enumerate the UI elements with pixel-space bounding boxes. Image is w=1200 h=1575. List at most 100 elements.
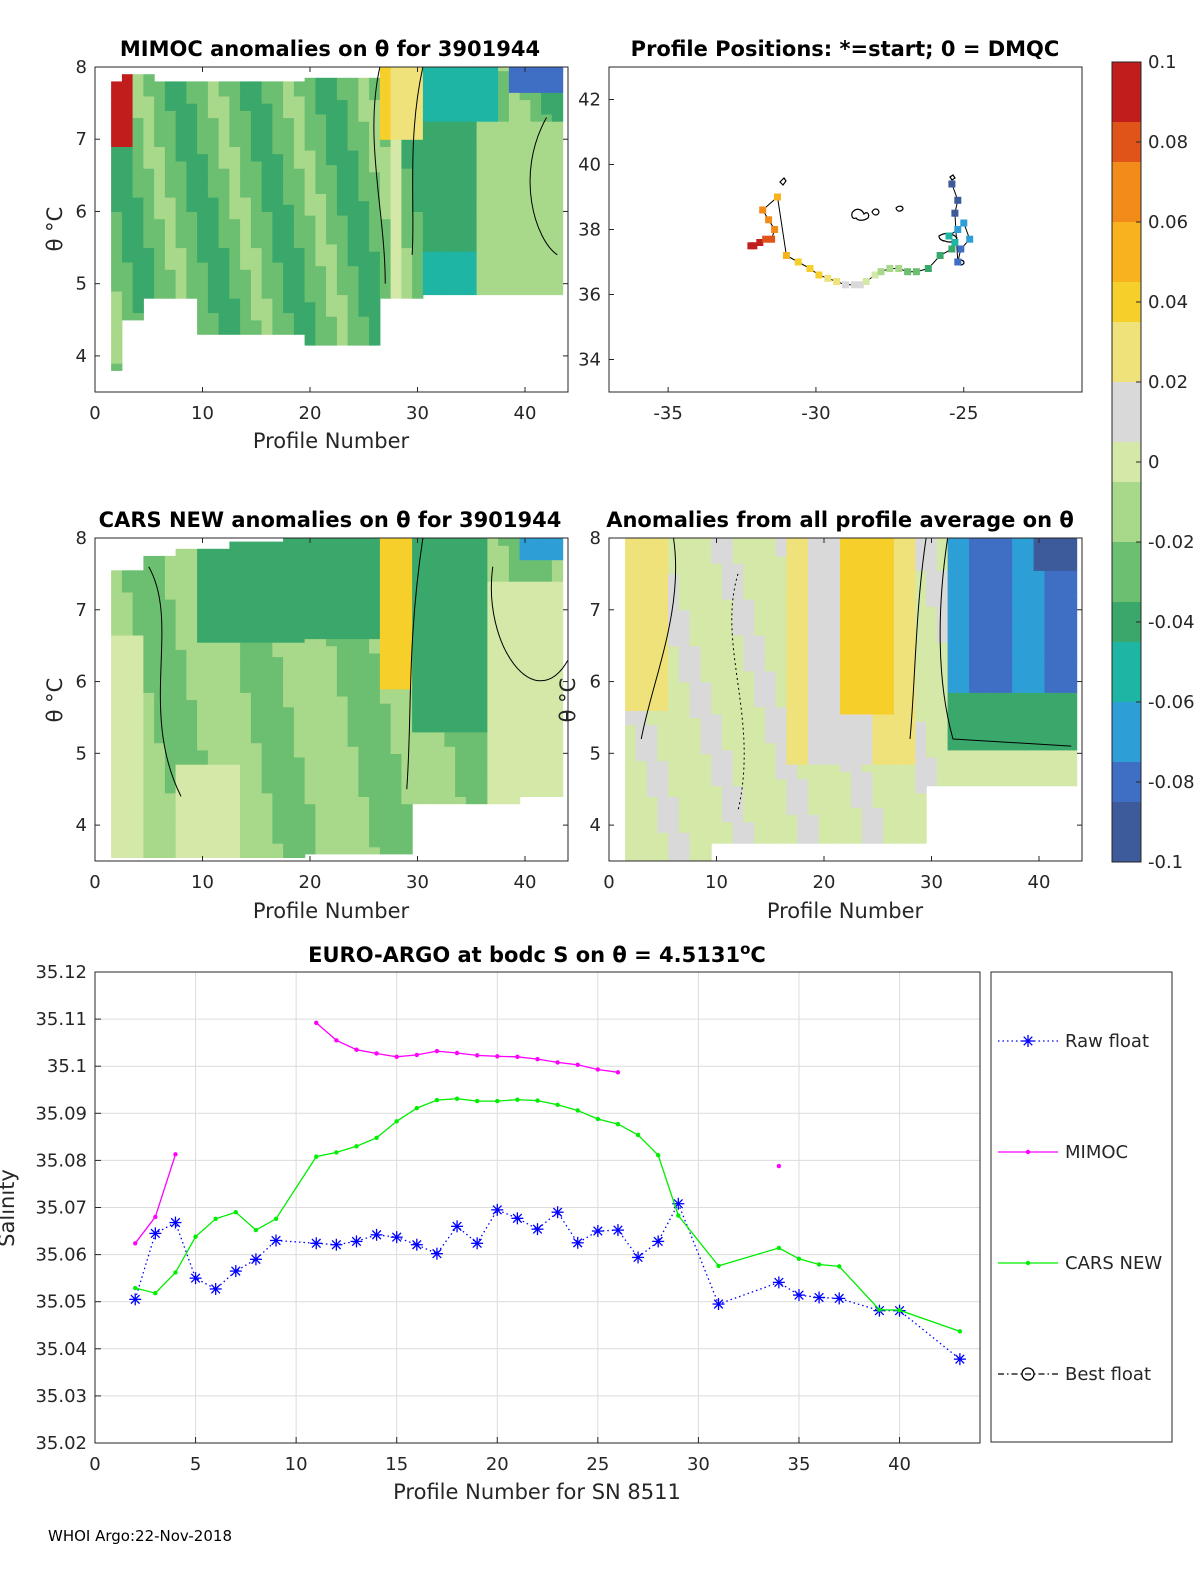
heat-cell [412, 703, 424, 711]
heat-cell [433, 624, 445, 632]
heat-cell [111, 835, 123, 844]
heat-cell [154, 678, 166, 686]
heat-cell [186, 211, 198, 220]
colorbar-band [1112, 442, 1141, 463]
heat-cell [1033, 756, 1045, 765]
heat-cell [347, 746, 359, 754]
heat-cell [476, 667, 488, 675]
heat-cell [498, 609, 510, 618]
heat-cell [283, 254, 295, 263]
heat-cell [732, 692, 744, 701]
heat-cell [121, 74, 134, 82]
heat-cell [861, 728, 873, 736]
heat-cell [111, 168, 123, 176]
heat-cell [272, 599, 284, 607]
heat-cell [1022, 606, 1035, 614]
heat-cell [401, 703, 413, 711]
heat-cell [700, 645, 712, 654]
heat-cell [272, 88, 284, 97]
heat-cell [455, 215, 467, 223]
heat-cell [498, 645, 510, 654]
heat-cell [283, 160, 295, 169]
heat-cell [293, 749, 306, 758]
heat-cell [369, 294, 381, 303]
heat-cell [175, 591, 187, 600]
heat-cell [678, 710, 691, 719]
heat-cell [218, 692, 230, 701]
heat-cell [551, 746, 564, 754]
heat-cell [315, 330, 327, 339]
heat-cell [936, 620, 949, 629]
heat-cell [197, 175, 209, 184]
heat-cell [261, 685, 273, 693]
heat-cell [358, 193, 370, 202]
heat-cell [519, 171, 531, 180]
heat-cell [541, 645, 553, 654]
heat-cell [850, 555, 863, 564]
heat-cell [132, 139, 144, 147]
heat-cell [154, 88, 166, 97]
heat-cell [111, 341, 123, 350]
heat-cell [455, 70, 467, 79]
heat-cell [861, 555, 873, 564]
heat-cell [444, 272, 456, 281]
heat-cell [678, 609, 691, 618]
heat-cell [283, 663, 295, 672]
heat-cell [958, 563, 970, 571]
heat-cell [476, 739, 488, 747]
heat-cell [979, 620, 992, 629]
heat-cell [111, 81, 123, 90]
heat-cell [721, 656, 734, 665]
heat-cell [326, 207, 338, 216]
heat-cell [444, 135, 456, 144]
heat-cell [530, 774, 542, 783]
heat-cell [207, 563, 220, 571]
heat-cell [304, 113, 316, 122]
profile-position [771, 226, 779, 233]
heat-cell [444, 767, 456, 776]
heat-cell [111, 290, 123, 299]
heat-cell [272, 606, 284, 614]
heat-cell [487, 171, 499, 180]
heat-cell [807, 807, 820, 815]
heat-cell [132, 233, 144, 241]
heat-cell [625, 739, 637, 747]
heat-cell [700, 545, 712, 553]
heat-cell [197, 778, 209, 787]
heat-cell [347, 265, 359, 274]
heat-cell [465, 681, 478, 690]
heat-cell [218, 721, 230, 729]
heat-cell [175, 276, 187, 285]
heat-cell [926, 663, 938, 672]
cars-xlabel: Profile Number [253, 899, 410, 923]
heat-cell [646, 767, 658, 776]
heat-cell [904, 792, 916, 801]
heat-cell [646, 545, 658, 553]
heat-cell [240, 555, 252, 564]
heat-cell [175, 699, 187, 708]
heat-cell [433, 660, 445, 668]
heat-cell [207, 218, 220, 227]
heat-cell [979, 627, 992, 636]
heat-cell [390, 132, 402, 140]
heat-cell [240, 254, 252, 263]
heat-cell [197, 81, 209, 90]
heat-cell [111, 283, 123, 292]
heat-cell [369, 609, 381, 618]
heat-cell [111, 254, 123, 263]
heat-cell [732, 778, 744, 787]
heat-cell [498, 186, 510, 194]
heat-cell [711, 713, 723, 722]
heat-cell [541, 717, 553, 726]
heat-cell [401, 247, 413, 256]
heat-cell [498, 92, 510, 101]
heat-cell [818, 699, 830, 708]
heat-cell [947, 656, 959, 665]
heat-cell [829, 538, 841, 543]
heat-cell [229, 685, 241, 693]
heat-cell [1012, 606, 1024, 614]
heat-cell [433, 157, 445, 166]
heat-cell [1033, 555, 1045, 564]
heat-cell [519, 631, 531, 640]
heat-cell [272, 591, 284, 600]
